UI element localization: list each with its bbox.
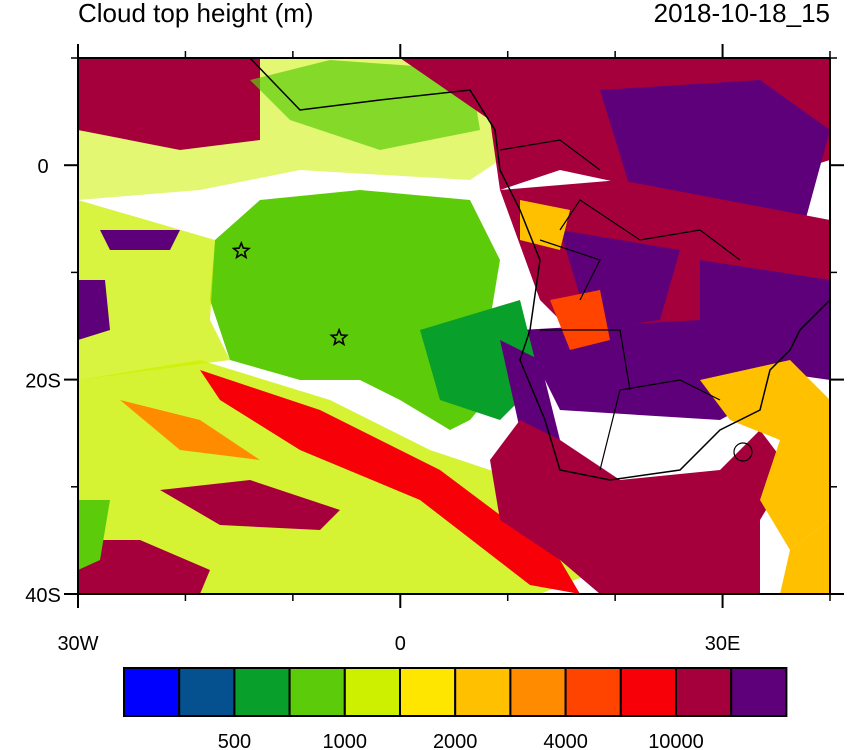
plot-frame [77,57,831,595]
markers [231,240,349,347]
colorbar-box [233,667,291,717]
colorbar-box [675,667,733,717]
colorbar-box [564,667,622,717]
y-tick-label: 20S [25,371,61,393]
y-tick-label: 0 [37,156,48,178]
colorbar-box [454,667,512,717]
y-tick-label: 40S [25,585,61,607]
star-marker [329,327,349,347]
colorbar-box [619,667,677,717]
colorbar-box [509,667,567,717]
x-tick-label: 30E [705,633,741,655]
colorbar: 500 1000 2000 4000 10000 [123,667,788,750]
colorbar-label: 1000 [323,731,368,750]
colorbar-box [730,667,788,717]
colorbar-box [399,667,457,717]
star-marker [231,240,251,260]
colorbar-label: 4000 [543,731,588,750]
colorbar-box [343,667,401,717]
cloud-field [78,58,830,594]
colorbar-box [123,667,181,717]
colorbar-label: 500 [218,731,251,750]
axis-ticks: 30W 0 30E 0 20S 40S [25,44,844,655]
country-borders [499,139,741,471]
coastline [249,58,830,481]
colorbar-box [178,667,236,717]
chart-title: Cloud top height (m) [78,0,314,28]
time-label: 2018-10-18_15 [653,0,830,28]
colorbar-label: 2000 [433,731,478,750]
x-tick-label: 0 [395,633,406,655]
colorbar-box [288,667,346,717]
x-tick-label: 30W [57,633,98,655]
colorbar-label: 10000 [648,731,704,750]
